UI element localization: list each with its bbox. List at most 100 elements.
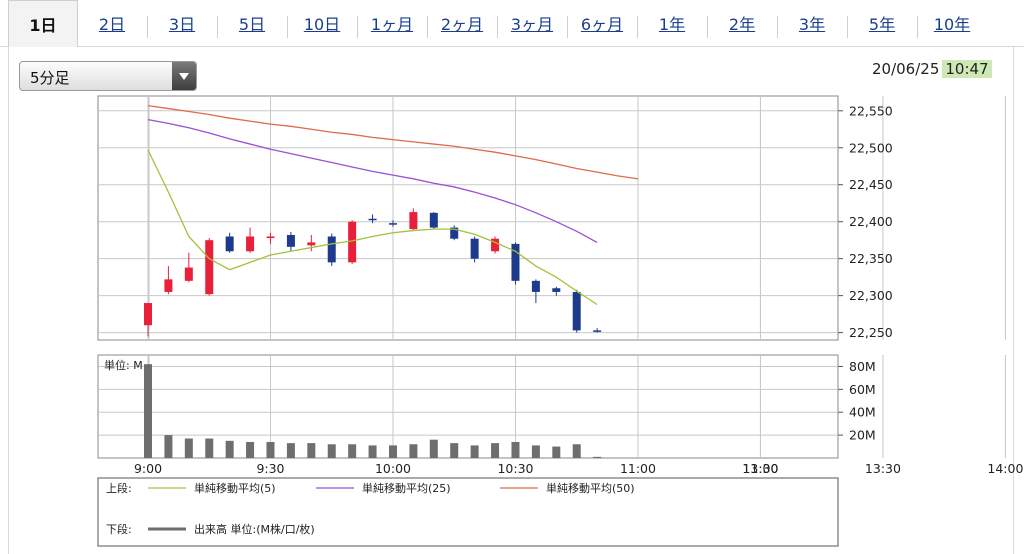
candle-body: [266, 236, 275, 238]
candle-body: [572, 291, 581, 331]
volume-bar: [164, 435, 173, 458]
candle-body: [368, 218, 377, 221]
candle-body: [246, 236, 255, 252]
last-updated: 20/06/25 10:47: [872, 58, 992, 80]
tab-2day[interactable]: 2日: [98, 15, 126, 34]
x-tick-label: 10:00: [375, 461, 411, 476]
price-y-tick-label: 22,300: [849, 288, 893, 303]
chevron-down-icon[interactable]: [172, 62, 196, 90]
candle-body: [164, 279, 173, 292]
tab-2year[interactable]: 2年: [728, 15, 756, 34]
candle-body: [144, 303, 152, 326]
interval-select[interactable]: 5分足: [19, 61, 197, 91]
candle-body: [225, 236, 234, 252]
price-y-tick-label: 22,400: [849, 214, 893, 229]
legend-lower-label: 下段:: [106, 522, 132, 536]
candle-body: [429, 212, 438, 228]
candle-body: [552, 288, 561, 292]
volume-bar: [572, 444, 581, 458]
x-tick-label: 13:30: [865, 461, 901, 476]
chart-panel: [8, 46, 1014, 554]
volume-bar: [184, 438, 193, 458]
candle-body: [327, 236, 336, 263]
volume-bar: [348, 444, 357, 458]
ma25-line: [147, 119, 598, 243]
ma50-line: [147, 104, 639, 180]
candle-body: [205, 240, 214, 295]
legend-volume-label: 出来高 単位:(M株/口/枚): [194, 522, 315, 536]
legend-box: [97, 477, 839, 547]
x-tick-label: 9:30: [256, 461, 284, 476]
last-updated-time: 10:47: [942, 60, 992, 78]
candle-body: [491, 238, 500, 252]
volume-bar: [368, 445, 377, 458]
candle-body: [409, 212, 418, 230]
volume-y-tick-label: 60M: [849, 382, 876, 397]
x-tick-label: 10:30: [497, 461, 533, 476]
price-y-tick-label: 22,350: [849, 251, 893, 266]
x-tick-label: 9:00: [134, 461, 162, 476]
tab-10day[interactable]: 10日: [303, 15, 341, 34]
tab-3year[interactable]: 3年: [798, 15, 826, 34]
tab-3month[interactable]: 3ヶ月: [510, 15, 554, 34]
tab-1month[interactable]: 1ヶ月: [370, 15, 414, 34]
candle-body: [593, 330, 602, 332]
volume-y-tick-label: 80M: [849, 359, 876, 374]
interval-select-value: 5分足: [30, 69, 70, 87]
volume-bar: [246, 441, 255, 458]
tab-3day[interactable]: 3日: [168, 15, 196, 34]
candle-body: [388, 223, 397, 225]
last-updated-date: 20/06/25: [872, 60, 940, 78]
price-y-tick-label: 22,250: [849, 325, 893, 340]
x-tick-label: 11:00: [620, 461, 656, 476]
volume-bar: [144, 364, 152, 458]
tab-5year[interactable]: 5年: [868, 15, 896, 34]
volume-bar: [450, 443, 459, 458]
candle-body: [470, 238, 479, 259]
tab-5day[interactable]: 5日: [238, 15, 266, 34]
price-y-tick-label: 22,550: [849, 103, 893, 118]
candle-body: [450, 227, 459, 239]
volume-bar: [531, 445, 540, 458]
candle-body: [286, 235, 295, 247]
volume-bar: [388, 445, 397, 458]
volume-y-tick-label: 20M: [849, 428, 876, 443]
ma5-line: [147, 149, 598, 306]
tab-1day[interactable]: 1日: [8, 0, 78, 47]
candle-body: [184, 267, 193, 281]
volume-bar: [205, 438, 214, 458]
tab-1year[interactable]: 1年: [658, 15, 686, 34]
legend-item-label: 単純移動平均(25): [362, 481, 451, 495]
x-tick-label: 11:30: [742, 461, 778, 476]
volume-unit-label: 単位: M: [104, 358, 143, 372]
tab-10year[interactable]: 10年: [933, 15, 971, 34]
candle-body: [531, 280, 540, 292]
volume-y-tick-label: 40M: [849, 405, 876, 420]
volume-bar: [470, 445, 479, 458]
legend-item-label: 単純移動平均(50): [546, 481, 635, 495]
candle-body: [511, 243, 520, 281]
legend-upper-label: 上段:: [106, 481, 132, 495]
volume-bar: [225, 440, 234, 458]
volume-bar: [409, 444, 418, 458]
candle-body: [307, 242, 316, 246]
tab-2month[interactable]: 2ヶ月: [440, 15, 484, 34]
tab-6month[interactable]: 6ヶ月: [580, 15, 624, 34]
price-plot-frame: [97, 95, 839, 341]
volume-bar: [266, 441, 275, 458]
volume-bar: [307, 443, 316, 458]
volume-bar: [429, 439, 438, 458]
price-y-tick-label: 22,450: [849, 177, 893, 192]
period-tabbar: 1日 2日 3日 5日 10日 1ヶ月 2ヶ月 3ヶ月 6ヶ月 1年 2年 3年…: [0, 0, 1024, 47]
volume-bar: [327, 444, 336, 458]
x-tick-label: 13:00: [742, 461, 778, 476]
candle-body: [348, 221, 357, 263]
volume-plot-frame: [97, 354, 839, 459]
volume-bar: [552, 446, 561, 458]
price-y-tick-label: 22,500: [849, 140, 893, 155]
volume-bar: [511, 441, 520, 458]
volume-bar: [593, 456, 602, 458]
volume-bar: [286, 443, 295, 458]
x-tick-label: 14:00: [987, 461, 1023, 476]
